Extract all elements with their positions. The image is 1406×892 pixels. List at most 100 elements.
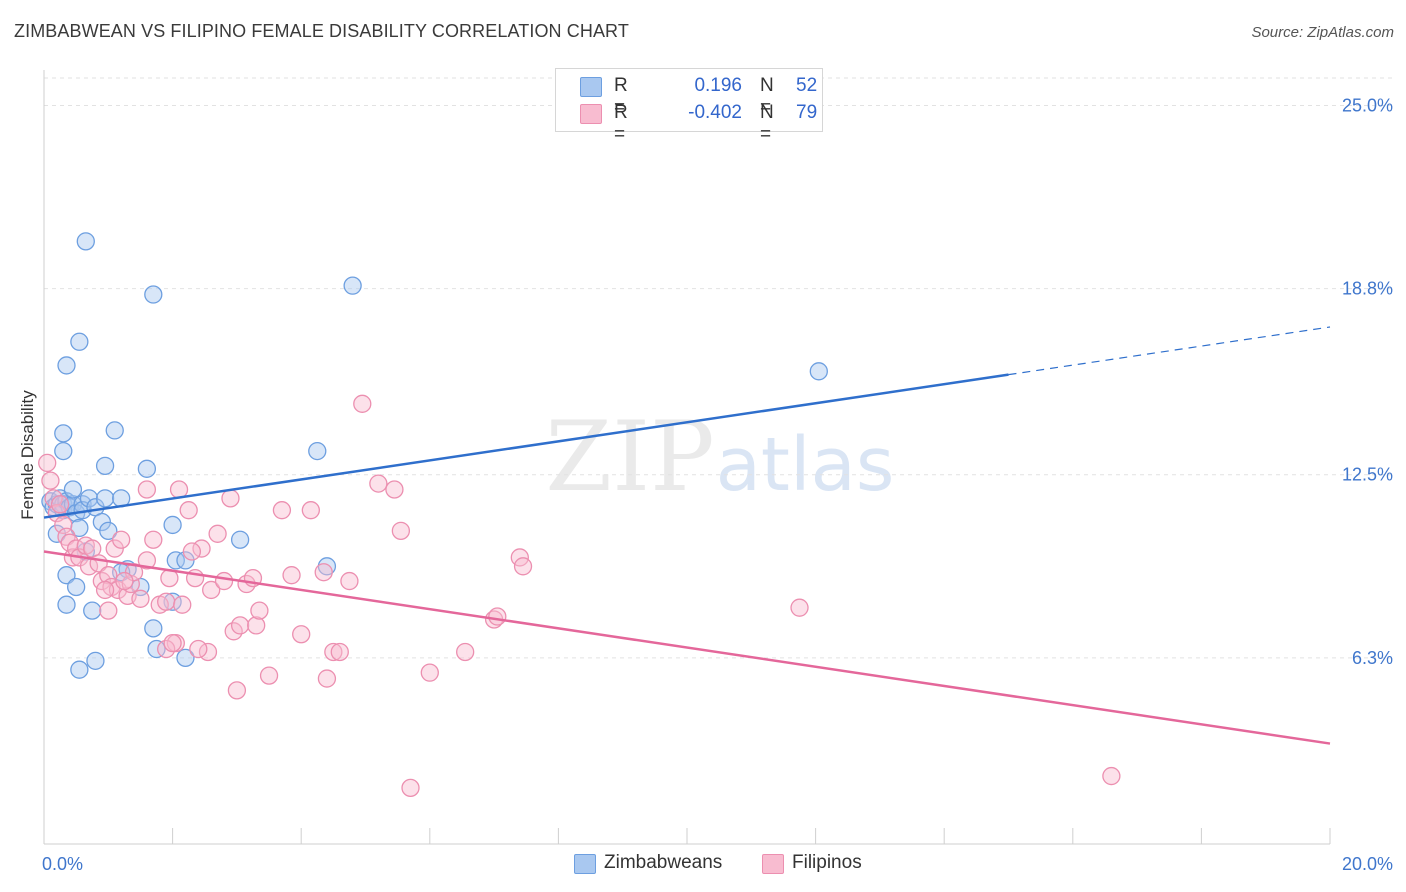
filipino-point bbox=[513, 557, 533, 576]
filipino-point bbox=[208, 524, 227, 543]
zimbabwean-point bbox=[70, 660, 89, 679]
filipino-point bbox=[95, 580, 115, 600]
filipino-point bbox=[38, 453, 57, 473]
filipino-point bbox=[163, 633, 182, 653]
zimbabwean-point bbox=[67, 577, 86, 597]
zimbabwean-trendline bbox=[43, 373, 1009, 519]
filipino-point bbox=[221, 489, 240, 508]
filipino-point bbox=[99, 601, 118, 620]
filipino-point bbox=[330, 642, 349, 662]
filipino-point bbox=[790, 598, 809, 617]
zimbabwean-point bbox=[308, 441, 327, 461]
filipino-point bbox=[456, 642, 475, 662]
filipino-point bbox=[131, 589, 150, 608]
y-tick-label: 6.3% bbox=[1352, 648, 1393, 668]
zimbabwean-point bbox=[147, 639, 166, 659]
zimbabwean-point bbox=[70, 332, 89, 351]
filipino-point bbox=[137, 551, 157, 570]
filipino-point bbox=[259, 666, 279, 685]
filipino-point bbox=[247, 616, 266, 635]
legend-n-label: N = bbox=[760, 102, 774, 145]
filipino-point bbox=[202, 580, 221, 600]
filipino-point bbox=[353, 394, 372, 413]
zimbabwean-point bbox=[137, 459, 157, 478]
zimbabwean-point bbox=[95, 489, 115, 508]
watermark-atlas: atlas bbox=[716, 422, 895, 508]
bottom-legend-label: Zimbabweans bbox=[604, 852, 723, 873]
legend-n-value: 52 bbox=[796, 75, 818, 96]
zimbabwean-point bbox=[83, 601, 102, 620]
filipino-point bbox=[115, 571, 134, 591]
zimbabwean-point bbox=[166, 551, 185, 570]
legend-r-value: -0.402 bbox=[688, 102, 742, 123]
zimbabwean-point bbox=[76, 232, 95, 251]
filipino-point bbox=[99, 566, 118, 585]
zimbabwean-trendline-extension bbox=[1008, 326, 1331, 376]
legend-swatch-blue bbox=[580, 77, 602, 97]
filipino-point bbox=[54, 515, 73, 535]
zimbabwean-point bbox=[63, 480, 83, 499]
chart-title: ZIMBABWEAN VS FILIPINO FEMALE DISABILITY… bbox=[14, 21, 629, 41]
zimbabwean-point bbox=[95, 456, 115, 476]
filipino-point bbox=[317, 669, 337, 688]
zimbabwean-point bbox=[144, 619, 163, 638]
filipino-point bbox=[314, 563, 333, 582]
filipino-point bbox=[301, 501, 320, 520]
filipino-point bbox=[214, 571, 234, 591]
filipino-point bbox=[50, 495, 70, 514]
filipino-point bbox=[1102, 766, 1121, 786]
bottom-legend-swatch-pink bbox=[762, 854, 784, 874]
watermark-zip: ZIP bbox=[545, 401, 714, 513]
filipino-point bbox=[385, 480, 404, 499]
zimbabwean-point bbox=[230, 530, 250, 549]
filipino-trendline bbox=[43, 550, 1331, 745]
filipino-point bbox=[41, 471, 60, 490]
legend-r-label: R = bbox=[614, 102, 628, 145]
filipino-point bbox=[420, 663, 439, 682]
filipino-point bbox=[173, 595, 192, 614]
filipino-point bbox=[250, 601, 269, 620]
legend-r-value: 0.196 bbox=[694, 75, 742, 96]
filipino-point bbox=[401, 778, 420, 798]
zimbabwean-point bbox=[57, 595, 76, 614]
y-tick-label: 18.8% bbox=[1342, 279, 1393, 299]
filipino-point bbox=[157, 592, 176, 611]
zimbabwean-point bbox=[144, 285, 163, 304]
source-label: Source: ZipAtlas.com bbox=[1251, 24, 1394, 41]
zimbabwean-point bbox=[57, 566, 76, 585]
legend-n-label: N = bbox=[760, 75, 774, 118]
filipino-point bbox=[144, 530, 163, 549]
bottom-legend-swatch-blue bbox=[574, 854, 596, 874]
filipino-point bbox=[189, 639, 208, 659]
filipino-point bbox=[227, 681, 247, 700]
x-tick-label: 20.0% bbox=[1342, 854, 1393, 874]
filipino-point bbox=[292, 625, 311, 644]
filipino-point bbox=[324, 642, 343, 662]
zimbabwean-point bbox=[57, 356, 76, 375]
filipino-point bbox=[182, 542, 202, 561]
filipino-point bbox=[230, 616, 250, 635]
filipino-point bbox=[488, 607, 507, 626]
zimbabwean-point bbox=[99, 521, 118, 541]
legend-n-value: 79 bbox=[796, 102, 818, 123]
legend-swatch-pink bbox=[580, 104, 602, 124]
zimbabwean-point bbox=[86, 651, 105, 670]
zimbabwean-point bbox=[54, 441, 73, 461]
y-tick-label: 25.0% bbox=[1342, 95, 1393, 115]
zimbabwean-point bbox=[176, 648, 195, 668]
filipino-point bbox=[112, 530, 131, 549]
filipino-point bbox=[272, 501, 292, 520]
y-tick-label: 12.5% bbox=[1342, 465, 1393, 485]
filipino-point bbox=[340, 571, 359, 591]
zimbabwean-point bbox=[105, 421, 124, 440]
stats-legend: R = 0.196 N = 52 R = -0.402 N = 79 bbox=[555, 68, 823, 145]
filipino-point bbox=[391, 521, 411, 541]
filipino-point bbox=[282, 566, 301, 585]
zimbabwean-point bbox=[163, 515, 182, 535]
x-tick-label: 0.0% bbox=[42, 854, 83, 874]
legend-r-label: R = bbox=[614, 75, 628, 118]
filipino-point bbox=[369, 474, 388, 493]
zimbabwean-point bbox=[343, 276, 362, 295]
bottom-legend-label: Filipinos bbox=[792, 852, 862, 873]
